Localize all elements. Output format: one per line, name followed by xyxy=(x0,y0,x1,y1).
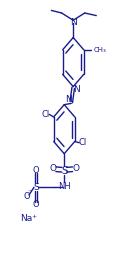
Text: S: S xyxy=(61,165,67,176)
Text: N: N xyxy=(73,85,80,94)
Text: S: S xyxy=(33,183,39,192)
Text: Na⁺: Na⁺ xyxy=(20,214,37,223)
Text: ⁻: ⁻ xyxy=(27,187,32,196)
Text: Cl: Cl xyxy=(78,138,86,147)
Text: O: O xyxy=(49,164,56,173)
Text: N: N xyxy=(65,95,72,104)
Text: O: O xyxy=(72,164,79,173)
Text: O: O xyxy=(24,192,31,201)
Text: O: O xyxy=(33,165,39,175)
Text: CH₃: CH₃ xyxy=(94,47,107,53)
Text: Cl: Cl xyxy=(42,110,50,119)
Text: O: O xyxy=(33,200,39,209)
Text: NH: NH xyxy=(58,181,71,191)
Text: N: N xyxy=(70,17,77,27)
